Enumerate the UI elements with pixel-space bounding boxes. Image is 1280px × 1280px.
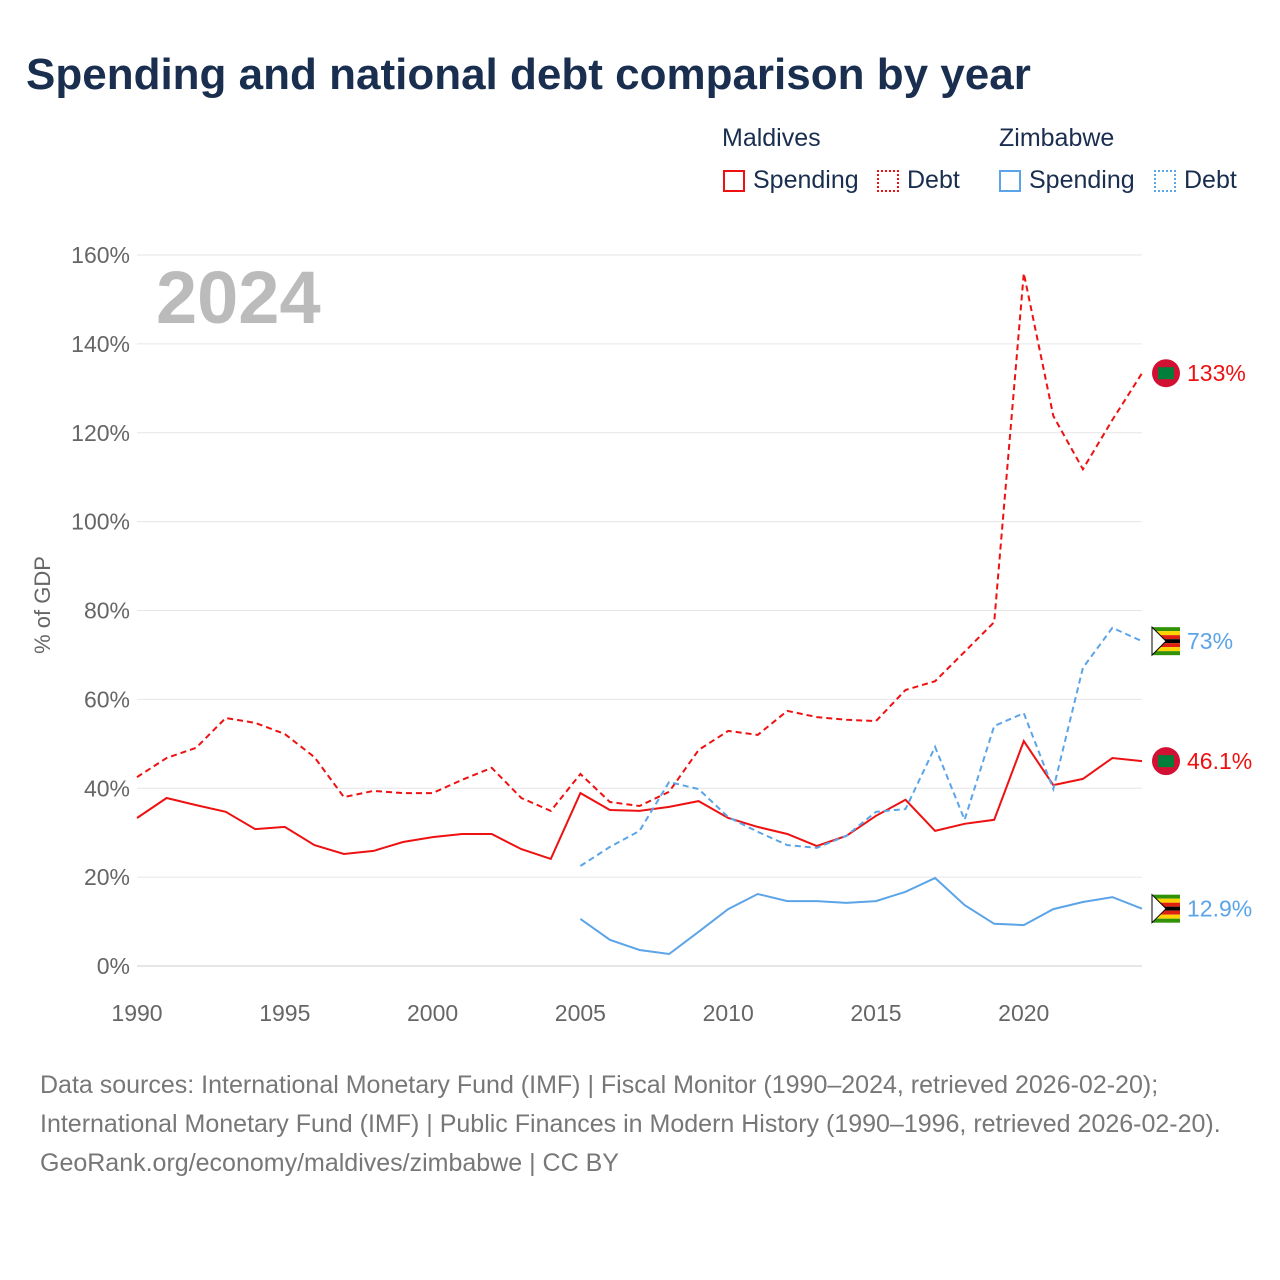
end-value-label: 12.9% xyxy=(1187,896,1252,922)
maldives-flag-center xyxy=(1158,367,1174,380)
chart-title: Spending and national debt comparison by… xyxy=(26,50,1031,99)
zimbabwe-flag-icon xyxy=(1151,625,1167,657)
y-tick-label: 40% xyxy=(84,775,130,801)
y-tick-label: 160% xyxy=(71,242,130,268)
legend-maldives-spending[interactable]: Spending xyxy=(753,166,859,194)
legend-swatch-maldives-debt xyxy=(877,170,899,192)
x-tick-label: 2020 xyxy=(998,1000,1049,1026)
end-value-label: 133% xyxy=(1187,360,1246,386)
year-label: 2024 xyxy=(156,256,321,339)
zimbabwe-flag-stripe xyxy=(1152,902,1180,907)
x-tick-label: 2005 xyxy=(555,1000,606,1026)
credit-link[interactable]: GeoRank.org/economy/maldives/zimbabwe | … xyxy=(40,1149,619,1177)
zimbabwe-flag-stripe xyxy=(1152,635,1180,640)
end-value-label: 46.1% xyxy=(1187,748,1252,774)
y-tick-label: 120% xyxy=(71,420,130,446)
y-tick-label: 20% xyxy=(84,864,130,890)
y-tick-label: 100% xyxy=(71,509,130,535)
footer: Data sources: International Monetary Fun… xyxy=(40,1066,1240,1183)
zimbabwe-flag-stripe xyxy=(1152,627,1180,632)
x-tick-label: 1990 xyxy=(111,1000,162,1026)
x-tick-label: 1995 xyxy=(259,1000,310,1026)
legend-swatch-maldives-spending xyxy=(723,170,745,192)
zimbabwe-flag-stripe xyxy=(1152,894,1180,899)
x-tick-label: 2000 xyxy=(407,1000,458,1026)
y-tick-label: 60% xyxy=(84,686,130,712)
zimbabwe-flag-icon xyxy=(1151,893,1167,924)
zimbabwe-flag-stripe xyxy=(1152,651,1180,656)
legend-group-zimbabwe: Zimbabwe xyxy=(999,124,1115,152)
y-tick-label: 80% xyxy=(84,598,130,624)
zimbabwe-flag-stripe xyxy=(1152,631,1180,636)
data-sources: Data sources: International Monetary Fun… xyxy=(40,1071,1221,1138)
legend-zimbabwe-spending[interactable]: Spending xyxy=(1029,166,1135,194)
end-value-label: 73% xyxy=(1187,628,1233,654)
zimbabwe-flag-stripe xyxy=(1152,914,1180,919)
series-line-maldives-debt xyxy=(136,272,1143,813)
zimbabwe-flag-stripe xyxy=(1152,643,1180,648)
zimbabwe-flag-stripe xyxy=(1152,898,1180,903)
legend-zimbabwe-debt[interactable]: Debt xyxy=(1184,166,1237,194)
series-line-zimbabwe-debt xyxy=(579,626,1143,867)
y-tick-label: 0% xyxy=(97,953,130,979)
legend-swatch-zimbabwe-spending xyxy=(999,170,1021,192)
zimbabwe-flag-stripe xyxy=(1152,918,1180,923)
x-tick-label: 2010 xyxy=(703,1000,754,1026)
zimbabwe-flag-stripe xyxy=(1152,910,1180,915)
zimbabwe-flag-stripe xyxy=(1152,647,1180,652)
series-line-maldives-spending xyxy=(136,738,1143,861)
y-tick-label: 140% xyxy=(71,331,130,357)
plot-area: 0% 20% 40% 60% 80% 100% 120% 140% 160% 1990 1995 20… xyxy=(30,242,1252,1026)
series-line-zimbabwe-spending xyxy=(579,876,1143,956)
legend-group-maldives: Maldives xyxy=(722,124,821,152)
y-axis-label: % of GDP xyxy=(30,556,55,654)
maldives-flag-center xyxy=(1158,755,1174,768)
legend-swatch-zimbabwe-debt xyxy=(1154,170,1176,192)
legend-maldives-debt[interactable]: Debt xyxy=(907,166,960,194)
x-tick-label: 2015 xyxy=(850,1000,901,1026)
